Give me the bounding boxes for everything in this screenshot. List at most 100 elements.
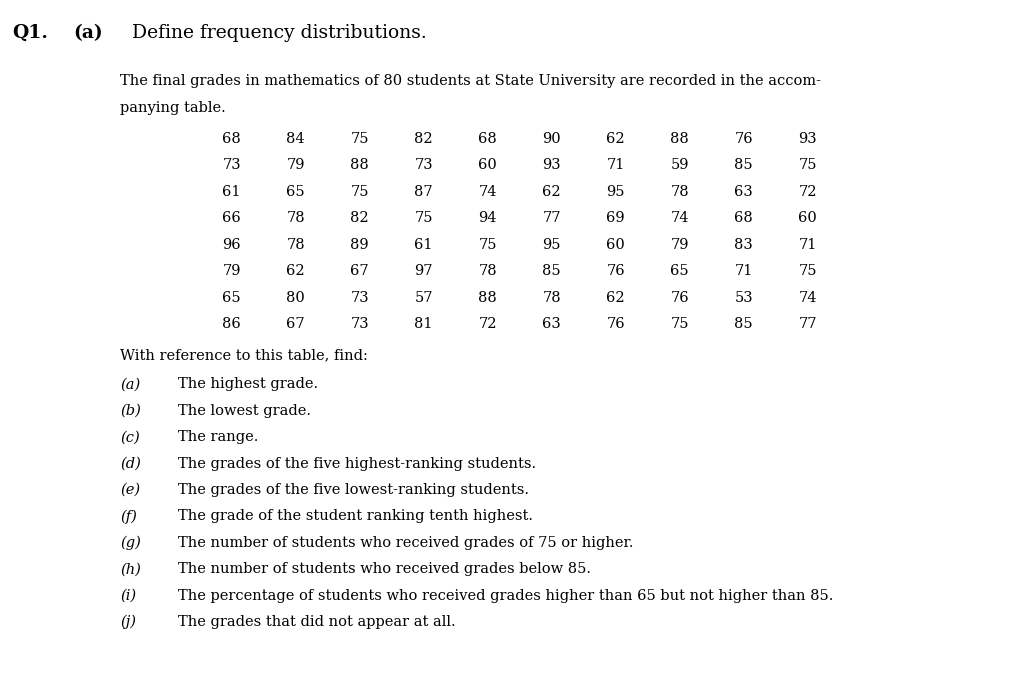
Text: 86: 86	[223, 317, 241, 331]
Text: 67: 67	[287, 317, 305, 331]
Text: 61: 61	[223, 185, 241, 199]
Text: The final grades in mathematics of 80 students at State University are recorded : The final grades in mathematics of 80 st…	[120, 74, 821, 88]
Text: (j): (j)	[120, 615, 136, 630]
Text: 74: 74	[671, 211, 689, 225]
Text: The number of students who received grades below 85.: The number of students who received grad…	[178, 562, 590, 576]
Text: 96: 96	[223, 238, 241, 252]
Text: 79: 79	[223, 264, 241, 278]
Text: 75: 75	[799, 158, 817, 172]
Text: 85: 85	[735, 317, 753, 331]
Text: 75: 75	[351, 132, 369, 146]
Text: The grades of the five lowest-ranking students.: The grades of the five lowest-ranking st…	[178, 483, 528, 497]
Text: 63: 63	[543, 317, 561, 331]
Text: 73: 73	[351, 291, 369, 304]
Text: (g): (g)	[120, 536, 141, 550]
Text: The range.: The range.	[178, 430, 258, 444]
Text: 73: 73	[351, 317, 369, 331]
Text: 85: 85	[735, 158, 753, 172]
Text: 71: 71	[735, 264, 753, 278]
Text: 65: 65	[287, 185, 305, 199]
Text: 95: 95	[607, 185, 625, 199]
Text: 68: 68	[479, 132, 497, 146]
Text: 69: 69	[607, 211, 625, 225]
Text: 78: 78	[287, 238, 305, 252]
Text: 71: 71	[607, 158, 625, 172]
Text: 66: 66	[223, 211, 241, 225]
Text: (a): (a)	[73, 24, 103, 42]
Text: (h): (h)	[120, 562, 141, 576]
Text: 71: 71	[799, 238, 817, 252]
Text: 80: 80	[287, 291, 305, 304]
Text: 79: 79	[287, 158, 305, 172]
Text: 72: 72	[799, 185, 817, 199]
Text: The grades that did not appear at all.: The grades that did not appear at all.	[178, 615, 455, 629]
Text: 65: 65	[223, 291, 241, 304]
Text: 68: 68	[223, 132, 241, 146]
Text: Q1.: Q1.	[12, 24, 48, 42]
Text: 53: 53	[735, 291, 753, 304]
Text: 78: 78	[479, 264, 497, 278]
Text: 59: 59	[671, 158, 689, 172]
Text: 60: 60	[607, 238, 625, 252]
Text: Define frequency distributions.: Define frequency distributions.	[132, 24, 427, 42]
Text: 76: 76	[671, 291, 689, 304]
Text: With reference to this table, find:: With reference to this table, find:	[120, 348, 368, 362]
Text: 82: 82	[351, 211, 369, 225]
Text: 75: 75	[415, 211, 433, 225]
Text: 78: 78	[287, 211, 305, 225]
Text: 57: 57	[415, 291, 433, 304]
Text: The number of students who received grades of 75 or higher.: The number of students who received grad…	[178, 536, 633, 550]
Text: 93: 93	[799, 132, 817, 146]
Text: 76: 76	[735, 132, 753, 146]
Text: 60: 60	[799, 211, 817, 225]
Text: 73: 73	[415, 158, 433, 172]
Text: 75: 75	[799, 264, 817, 278]
Text: 61: 61	[415, 238, 433, 252]
Text: 94: 94	[479, 211, 497, 225]
Text: 82: 82	[415, 132, 433, 146]
Text: 72: 72	[479, 317, 497, 331]
Text: 74: 74	[799, 291, 817, 304]
Text: 68: 68	[735, 211, 753, 225]
Text: 62: 62	[607, 132, 625, 146]
Text: (c): (c)	[120, 430, 139, 444]
Text: 76: 76	[607, 264, 625, 278]
Text: (e): (e)	[120, 483, 140, 497]
Text: 87: 87	[415, 185, 433, 199]
Text: 83: 83	[735, 238, 753, 252]
Text: 62: 62	[543, 185, 561, 199]
Text: 62: 62	[607, 291, 625, 304]
Text: 88: 88	[671, 132, 689, 146]
Text: 95: 95	[543, 238, 561, 252]
Text: 74: 74	[479, 185, 497, 199]
Text: 90: 90	[543, 132, 561, 146]
Text: The highest grade.: The highest grade.	[178, 377, 318, 391]
Text: 62: 62	[287, 264, 305, 278]
Text: 77: 77	[543, 211, 561, 225]
Text: 73: 73	[223, 158, 241, 172]
Text: 79: 79	[671, 238, 689, 252]
Text: panying table.: panying table.	[120, 101, 226, 115]
Text: 81: 81	[415, 317, 433, 331]
Text: 89: 89	[351, 238, 369, 252]
Text: (i): (i)	[120, 589, 136, 603]
Text: The percentage of students who received grades higher than 65 but not higher tha: The percentage of students who received …	[178, 589, 833, 603]
Text: The grade of the student ranking tenth highest.: The grade of the student ranking tenth h…	[178, 509, 532, 523]
Text: The grades of the five highest-ranking students.: The grades of the five highest-ranking s…	[178, 457, 535, 471]
Text: 88: 88	[351, 158, 369, 172]
Text: 78: 78	[671, 185, 689, 199]
Text: 85: 85	[543, 264, 561, 278]
Text: (f): (f)	[120, 509, 137, 524]
Text: The lowest grade.: The lowest grade.	[178, 404, 311, 418]
Text: 65: 65	[671, 264, 689, 278]
Text: 88: 88	[479, 291, 497, 304]
Text: 75: 75	[479, 238, 497, 252]
Text: 76: 76	[607, 317, 625, 331]
Text: 93: 93	[543, 158, 561, 172]
Text: 97: 97	[415, 264, 433, 278]
Text: 75: 75	[351, 185, 369, 199]
Text: (b): (b)	[120, 404, 141, 418]
Text: (d): (d)	[120, 457, 141, 471]
Text: 60: 60	[479, 158, 497, 172]
Text: (a): (a)	[120, 377, 140, 391]
